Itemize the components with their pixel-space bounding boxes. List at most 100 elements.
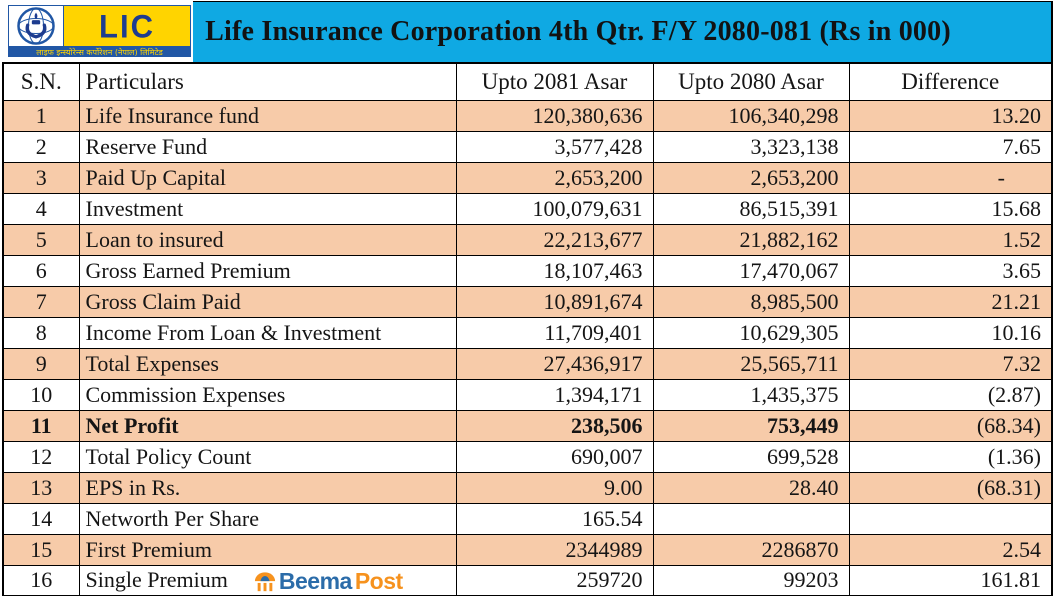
sn-cell: 14 — [2, 502, 80, 535]
sn-cell: 1 — [2, 99, 80, 132]
value-2080-cell: 106,340,298 — [652, 99, 850, 132]
lic-wordmark: LIC — [63, 6, 190, 46]
value-2081-cell: 18,107,463 — [455, 254, 654, 287]
column-header-upto-2080: Upto 2080 Asar — [652, 62, 850, 101]
table-row: 9 Total Expenses 27,436,917 25,565,711 7.32 — [2, 347, 1053, 380]
particulars-cell: First Premium — [78, 533, 457, 566]
difference-cell: (1.36) — [848, 440, 1053, 473]
sn-cell: 8 — [2, 316, 80, 349]
value-2080-cell: 25,565,711 — [652, 347, 850, 380]
lic-emblem-icon — [9, 6, 63, 46]
particulars-cell: Total Policy Count — [78, 440, 457, 473]
column-header-upto-2081: Upto 2081 Asar — [455, 62, 654, 101]
table-header-row: S.N. Particulars Upto 2081 Asar Upto 208… — [2, 62, 1053, 101]
particulars-cell: Total Expenses — [78, 347, 457, 380]
value-2081-cell: 3,577,428 — [455, 130, 654, 163]
sn-cell: 13 — [2, 471, 80, 504]
sn-cell: 16 — [2, 564, 80, 596]
table-row: 10 Commission Expenses 1,394,171 1,435,375(… — [2, 378, 1053, 411]
value-2081-cell: 1,394,171 — [455, 378, 654, 411]
difference-cell: (2.87) — [848, 378, 1053, 411]
difference-cell: (68.34) — [848, 409, 1053, 442]
value-2081-cell: 22,213,677 — [455, 223, 654, 256]
particulars-cell: Gross Claim Paid — [78, 285, 457, 318]
table-row: 4 Investment 100,079,631 86,515,391 15.68 — [2, 192, 1053, 225]
value-2080-cell: 86,515,391 — [652, 192, 850, 225]
value-2080-cell: 21,882,162 — [652, 223, 850, 256]
particulars-cell: EPS in Rs. — [78, 471, 457, 504]
particulars-cell: Net Profit — [78, 409, 457, 442]
difference-cell: 10.16 — [848, 316, 1053, 349]
sn-cell: 15 — [2, 533, 80, 566]
difference-cell: 21.21 — [848, 285, 1053, 318]
particulars-cell: Gross Earned Premium — [78, 254, 457, 287]
sn-cell: 6 — [2, 254, 80, 287]
particulars-cell: Commission Expenses — [78, 378, 457, 411]
table-row: 5 Loan to insured 22,213,677 21,882,162 1.52 — [2, 223, 1053, 256]
value-2080-cell: 2,653,200 — [652, 161, 850, 194]
value-2080-cell: 99203 — [652, 564, 850, 596]
value-2081-cell: 2344989 — [455, 533, 654, 566]
sn-cell: 3 — [2, 161, 80, 194]
value-2081-cell: 259720 — [455, 564, 654, 596]
value-2080-cell: 17,470,067 — [652, 254, 850, 287]
difference-cell: (68.31) — [848, 471, 1053, 504]
page-title: Life Insurance Corporation 4th Qtr. F/Y … — [205, 16, 951, 47]
value-2081-cell: 11,709,401 — [455, 316, 654, 349]
financial-table: S.N. Particulars Upto 2081 Asar Upto 208… — [2, 62, 1053, 596]
value-2081-cell: 690,007 — [455, 440, 654, 473]
value-2080-cell: 753,449 — [652, 409, 850, 442]
particulars-cell: Single Premium Beema Post — [78, 564, 457, 596]
value-2080-cell: 2286870 — [652, 533, 850, 566]
column-header-difference: Difference — [848, 62, 1053, 101]
particulars-cell: Income From Loan & Investment — [78, 316, 457, 349]
value-2081-cell: 27,436,917 — [455, 347, 654, 380]
particulars-cell: Investment — [78, 192, 457, 225]
value-2081-cell: 165.54 — [455, 502, 654, 535]
value-2080-cell: 1,435,375 — [652, 378, 850, 411]
value-2080-cell: 3,323,138 — [652, 130, 850, 163]
value-2081-cell: 10,891,674 — [455, 285, 654, 318]
difference-cell: 13.20 — [848, 99, 1053, 132]
difference-cell: 7.32 — [848, 347, 1053, 380]
difference-cell — [848, 502, 1053, 535]
difference-cell: 15.68 — [848, 192, 1053, 225]
particulars-cell: Paid Up Capital — [78, 161, 457, 194]
table-row: 14 Networth Per Share 165.54 — [2, 502, 1053, 535]
table-row: 12 Total Policy Count 690,007 699,528 (1.36) — [2, 440, 1053, 473]
table-row: 2 Reserve Fund 3,577,428 3,323,138 7.65 — [2, 130, 1053, 163]
difference-cell: 7.65 — [848, 130, 1053, 163]
umbrella-icon — [254, 572, 275, 592]
difference-cell: - — [848, 161, 1053, 194]
table-row: 3 Paid Up Capital 2,653,200 2,653,200- — [2, 161, 1053, 194]
table-row: 8 Income From Loan & Investment 11,709,401… — [2, 316, 1053, 349]
sn-cell: 2 — [2, 130, 80, 163]
difference-cell: 3.65 — [848, 254, 1053, 287]
particulars-cell: Reserve Fund — [78, 130, 457, 163]
table-row: 6 Gross Earned Premium 18,107,463 17,470,06… — [2, 254, 1053, 287]
table-row: 16 Single Premium Beema Post 259720 99203 16… — [2, 564, 1053, 596]
table-row: 1 Life Insurance fund 120,380,636 106,340,2… — [2, 99, 1053, 132]
lic-text: LIC — [99, 7, 155, 45]
sn-cell: 4 — [2, 192, 80, 225]
value-2081-cell: 120,380,636 — [455, 99, 654, 132]
lic-logo: LIC लाइफ इन्स्योरेन्स कर्पोरेशन (नेपाल) … — [8, 5, 191, 57]
difference-cell: 1.52 — [848, 223, 1053, 256]
sn-cell: 11 — [2, 409, 80, 442]
value-2080-cell: 10,629,305 — [652, 316, 850, 349]
sn-cell: 5 — [2, 223, 80, 256]
value-2081-cell: 2,653,200 — [455, 161, 654, 194]
particulars-cell: Loan to insured — [78, 223, 457, 256]
sn-cell: 12 — [2, 440, 80, 473]
particulars-cell: Life Insurance fund — [78, 99, 457, 132]
column-header-particulars: Particulars — [78, 62, 457, 101]
particulars-cell: Networth Per Share — [78, 502, 457, 535]
value-2080-cell: 8,985,500 — [652, 285, 850, 318]
column-header-sn: S.N. — [2, 62, 80, 101]
sn-cell: 9 — [2, 347, 80, 380]
brand-post-text: Post — [354, 568, 403, 595]
sn-cell: 7 — [2, 285, 80, 318]
value-2080-cell: 699,528 — [652, 440, 850, 473]
value-2081-cell: 9.00 — [455, 471, 654, 504]
value-2080-cell: 28.40 — [652, 471, 850, 504]
